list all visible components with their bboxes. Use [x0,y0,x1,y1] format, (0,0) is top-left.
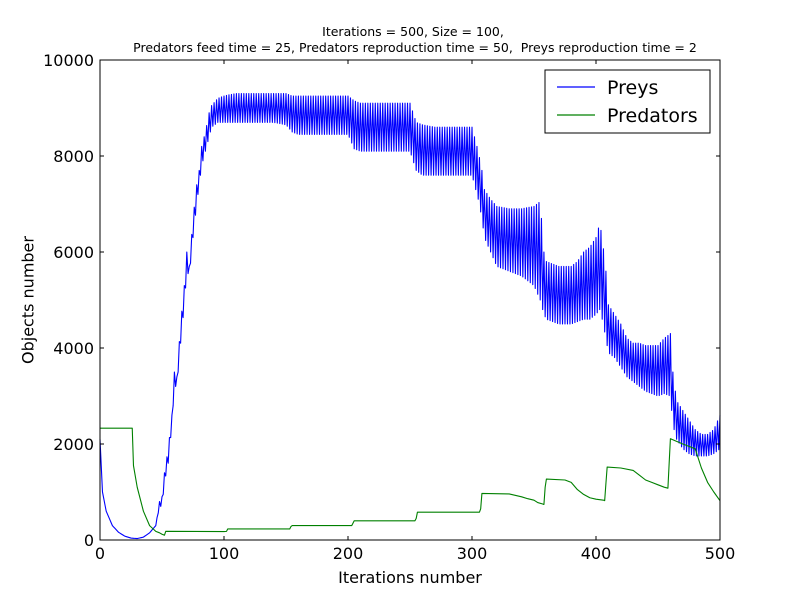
y-tick-8000: 8000 [53,147,720,166]
y-tick-label: 2000 [53,435,94,454]
legend-label: Predators [607,105,698,127]
x-axis-label: Iterations number [338,568,482,587]
x-tick-400: 400 [581,60,612,563]
x-tick-label: 200 [333,544,364,563]
legend: Preys Predators [544,69,711,134]
series-line-preys [99,93,721,540]
x-tick-label: 500 [705,544,736,563]
legend-label: Preys [607,77,658,99]
y-tick-0: 0 [84,531,720,550]
x-tick-100: 100 [209,60,240,563]
legend-item-preys: Preys [557,77,658,99]
legend-box [544,69,711,134]
y-tick-2000: 2000 [53,435,720,454]
y-tick-label: 8000 [53,147,94,166]
y-axis-label: Objects number [18,236,38,364]
x-tick-0: 0 [95,60,105,563]
x-tick-label: 400 [581,544,612,563]
y-tick-label: 6000 [53,243,94,262]
x-tick-label: 100 [209,544,240,563]
x-tick-label: 0 [95,544,105,563]
x-tick-200: 200 [333,60,364,563]
y-tick-4000: 4000 [53,339,720,358]
x-tick-label: 300 [457,544,488,563]
x-tick-300: 300 [457,60,488,563]
plot-frame [99,59,721,541]
y-tick-label: 10000 [43,51,94,70]
chart-title-line-2: Predators feed time = 25, Predators repr… [129,40,697,55]
ticks-layer: 0 100 200 300 400 500 0 2000 4000 6000 8000 10000 [43,51,735,563]
y-tick-10000: 10000 [43,51,720,70]
series-line-predators [100,427,721,536]
legend-item-predators: Predators [557,105,698,127]
y-tick-6000: 6000 [53,243,720,262]
y-tick-label: 0 [84,531,94,550]
series-layer [99,93,721,540]
x-tick-500: 500 [705,60,736,563]
y-tick-label: 4000 [53,339,94,358]
chart-title-line-1: Iterations = 500, Size = 100, [322,24,504,39]
